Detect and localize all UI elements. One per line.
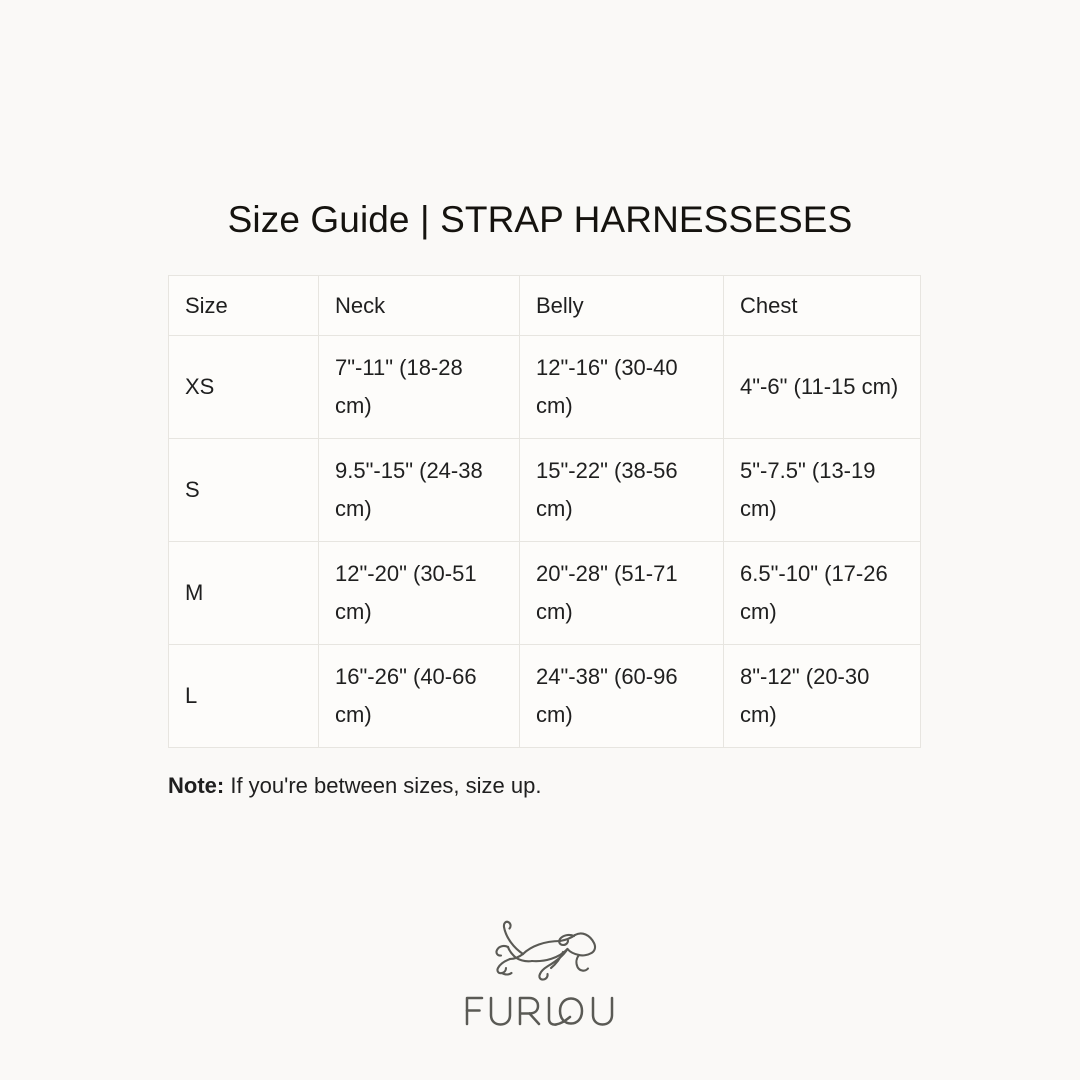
note-body: If you're between sizes, size up.: [224, 773, 542, 798]
size-chart-table: Size Neck Belly Chest XS 7"-11" (18-28 c…: [168, 275, 921, 748]
furlou-wordmark: [465, 996, 614, 1026]
leaping-dachshund-icon: [495, 920, 597, 981]
table-row: S 9.5"-15" (24-38 cm) 15"-22" (38-56 cm)…: [168, 438, 921, 542]
cell-chest: 5"-7.5" (13-19 cm): [723, 438, 921, 542]
table-row: XS 7"-11" (18-28 cm) 12"-16" (30-40 cm) …: [168, 335, 921, 439]
page-title: Size Guide | STRAP HARNESSESES: [227, 199, 853, 240]
table-header-row: Size Neck Belly Chest: [168, 275, 921, 336]
cell-chest: 8"-12" (20-30 cm): [723, 644, 921, 748]
cell-belly: 12"-16" (30-40 cm): [519, 335, 724, 439]
table-row: M 12"-20" (30-51 cm) 20"-28" (51-71 cm) …: [168, 541, 921, 645]
cell-chest: 6.5"-10" (17-26 cm): [723, 541, 921, 645]
cell-size: L: [168, 644, 319, 748]
cell-size: S: [168, 438, 319, 542]
cell-size: XS: [168, 335, 319, 439]
column-header-chest: Chest: [723, 275, 921, 336]
column-header-neck: Neck: [318, 275, 520, 336]
column-header-belly: Belly: [519, 275, 724, 336]
cell-neck: 9.5"-15" (24-38 cm): [318, 438, 520, 542]
column-header-size: Size: [168, 275, 319, 336]
cell-belly: 24"-38" (60-96 cm): [519, 644, 724, 748]
cell-chest: 4"-6" (11-15 cm): [723, 335, 921, 439]
table-row: L 16"-26" (40-66 cm) 24"-38" (60-96 cm) …: [168, 644, 921, 748]
note-text: Note: If you're between sizes, size up.: [168, 770, 541, 802]
brand-logo: [0, 912, 1080, 1034]
cell-neck: 12"-20" (30-51 cm): [318, 541, 520, 645]
cell-belly: 20"-28" (51-71 cm): [519, 541, 724, 645]
note-label: Note:: [168, 773, 225, 798]
cell-neck: 7"-11" (18-28 cm): [318, 335, 520, 439]
size-chart-container: Size Neck Belly Chest XS 7"-11" (18-28 c…: [168, 275, 921, 748]
cell-size: M: [168, 541, 319, 645]
cell-neck: 16"-26" (40-66 cm): [318, 644, 520, 748]
cell-belly: 15"-22" (38-56 cm): [519, 438, 724, 542]
